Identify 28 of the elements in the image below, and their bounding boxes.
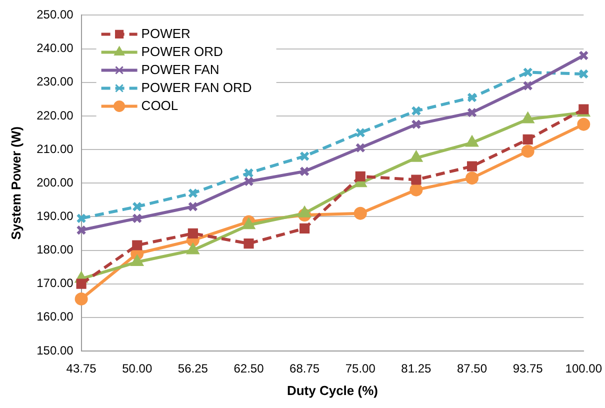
y-tick-label: 170.00 — [36, 276, 74, 290]
y-tick-label: 160.00 — [36, 310, 74, 324]
legend-label: POWER FAN — [141, 62, 220, 77]
y-tick-label: 220.00 — [36, 108, 74, 122]
legend-label: POWER — [141, 26, 190, 41]
legend-label: POWER ORD — [141, 44, 223, 59]
x-tick-label: 100.00 — [565, 362, 602, 376]
x-tick-label: 81.25 — [401, 362, 432, 376]
y-axis-title: System Power (W) — [8, 126, 24, 240]
y-tick-label: 190.00 — [36, 208, 74, 223]
x-tick-label: 75.00 — [345, 362, 376, 376]
y-tick-label: 210.00 — [36, 142, 74, 156]
y-tick-label: 250.00 — [36, 8, 74, 22]
x-tick-label: 50.00 — [122, 362, 152, 376]
x-tick-label: 62.50 — [234, 362, 264, 376]
y-tick-label: 180.00 — [36, 242, 74, 257]
x-tick-label: 87.50 — [457, 362, 488, 376]
y-tick-label: 200.00 — [36, 175, 74, 190]
y-tick-label: 240.00 — [36, 41, 74, 56]
y-tick-label: 230.00 — [36, 74, 74, 89]
x-tick-label: 56.25 — [178, 362, 208, 376]
x-tick-label: 68.75 — [290, 362, 320, 376]
y-tick-label: 150.00 — [36, 343, 74, 358]
x-tick-label: 93.75 — [512, 362, 544, 376]
x-axis-title: Duty Cycle (%) — [286, 382, 378, 398]
x-tick-label: 43.75 — [66, 362, 97, 376]
legend-label: POWER FAN ORD — [141, 80, 252, 95]
legend-label: COOL — [141, 98, 178, 113]
